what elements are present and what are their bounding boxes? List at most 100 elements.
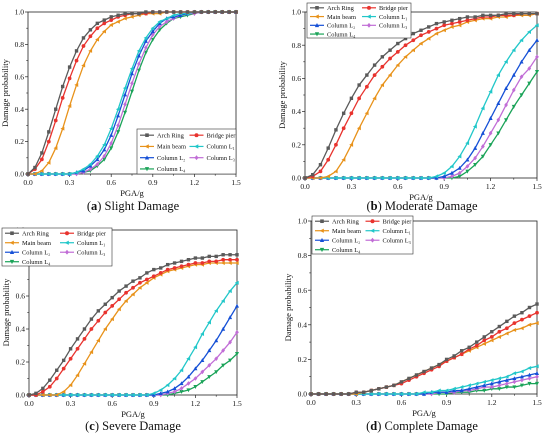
caption-paren-open: (	[366, 199, 370, 213]
data-point	[110, 304, 115, 308]
data-point	[339, 392, 343, 396]
data-point	[496, 117, 501, 123]
data-point	[53, 146, 58, 151]
data-point	[61, 389, 66, 394]
data-point	[482, 379, 486, 384]
data-point	[496, 101, 501, 105]
data-point	[480, 154, 485, 159]
data-point	[234, 260, 239, 266]
data-point	[489, 338, 494, 343]
data-point	[186, 356, 191, 361]
y-tick-label: 0.0	[15, 170, 25, 179]
data-point	[534, 381, 540, 386]
data-point	[214, 356, 219, 361]
data-point	[535, 302, 539, 306]
data-point	[102, 147, 107, 152]
legend-item-column-l₄: Column L₄	[315, 247, 360, 254]
data-point	[186, 388, 191, 393]
data-point	[131, 279, 135, 283]
legend-label: Column L₃	[77, 249, 105, 256]
data-point	[403, 43, 408, 48]
data-point	[207, 254, 211, 259]
data-point	[377, 387, 381, 391]
x-tick-label: 0.6	[108, 399, 118, 408]
data-point	[145, 271, 149, 275]
data-point	[504, 331, 509, 336]
data-point	[395, 175, 400, 181]
data-point	[497, 387, 502, 392]
data-point	[33, 165, 37, 170]
data-point	[473, 155, 478, 161]
data-point	[172, 376, 177, 381]
data-point	[459, 388, 464, 393]
data-point	[68, 392, 73, 398]
data-point	[200, 261, 205, 265]
data-point	[511, 48, 516, 53]
data-point	[444, 357, 449, 362]
data-point	[535, 54, 539, 60]
x-tick-label: 1.2	[190, 178, 200, 187]
legend-label: Main beam	[327, 14, 356, 21]
x-tick-label: 0.0	[306, 398, 316, 407]
data-point	[157, 28, 162, 33]
data-point	[81, 167, 86, 172]
data-point	[75, 337, 80, 341]
data-point	[102, 153, 107, 159]
data-point	[473, 163, 478, 167]
legend-item-column-l₄: Column L₄	[5, 259, 50, 266]
data-point	[497, 334, 502, 339]
data-point	[450, 18, 454, 22]
x-tick-label: 0.0	[23, 178, 33, 187]
data-point	[372, 63, 377, 67]
data-point	[235, 330, 239, 335]
data-point	[418, 175, 423, 181]
data-point	[40, 151, 44, 155]
data-point	[74, 58, 79, 63]
caption-letter: c	[89, 419, 95, 433]
data-point	[411, 31, 415, 36]
caption-text: Complete Damage	[385, 419, 479, 433]
data-point	[369, 391, 373, 397]
data-point	[82, 392, 87, 398]
legend-swatch-marker	[319, 247, 325, 253]
legend-label: Column L₂	[22, 249, 50, 256]
data-point	[482, 338, 487, 343]
data-point	[96, 318, 101, 323]
data-point	[234, 303, 240, 308]
data-point	[519, 11, 524, 16]
data-point	[457, 16, 462, 21]
data-point	[465, 164, 470, 169]
data-point	[434, 174, 439, 179]
legend-box	[311, 215, 414, 255]
data-point	[387, 175, 392, 181]
data-point	[388, 48, 392, 52]
data-point	[505, 319, 509, 324]
legend-label: Bridge pier	[207, 132, 237, 139]
data-point	[227, 10, 231, 14]
data-point	[473, 15, 477, 19]
data-point	[311, 172, 315, 177]
data-point	[457, 170, 462, 176]
legend-swatch-marker	[319, 237, 325, 243]
data-point	[512, 385, 517, 390]
data-point	[234, 280, 239, 285]
legend-item-bridge-pier: Bridge pier	[60, 230, 107, 237]
data-point	[75, 373, 80, 378]
data-point	[213, 10, 217, 14]
data-point	[419, 33, 423, 38]
y-tick-label: 0.2	[298, 355, 308, 364]
data-point	[46, 171, 51, 177]
data-point	[214, 254, 218, 259]
data-point	[488, 130, 493, 136]
data-point	[200, 369, 205, 375]
data-point	[421, 391, 427, 396]
data-point	[150, 37, 155, 42]
data-point	[535, 310, 539, 315]
data-point	[535, 374, 539, 379]
data-point	[123, 392, 128, 398]
legend-swatch-marker	[144, 144, 149, 149]
data-point	[324, 392, 328, 396]
x-tick-label: 0.9	[440, 182, 450, 191]
data-point	[403, 36, 408, 41]
data-point	[480, 130, 485, 135]
